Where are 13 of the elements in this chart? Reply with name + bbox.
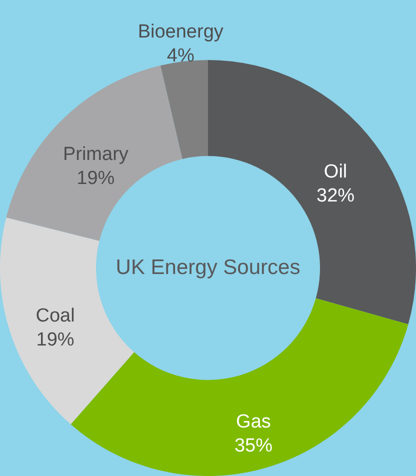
slice-label: Oil bbox=[324, 161, 348, 182]
text: UK Energy Sources bbox=[116, 256, 300, 279]
data-label: 19% bbox=[36, 330, 74, 351]
donut-slice bbox=[160, 60, 208, 159]
data-label: 35% bbox=[234, 435, 273, 456]
slice-label: Primary bbox=[62, 144, 129, 166]
slice-label: Coal bbox=[36, 306, 75, 327]
data-label: 19% bbox=[76, 168, 115, 190]
data-label: 4% bbox=[166, 46, 194, 67]
slice-label: Gas bbox=[236, 411, 271, 432]
slice-label: Bioenergy bbox=[138, 22, 224, 43]
donut-slice bbox=[6, 66, 182, 241]
data-label: 32% bbox=[316, 185, 355, 206]
